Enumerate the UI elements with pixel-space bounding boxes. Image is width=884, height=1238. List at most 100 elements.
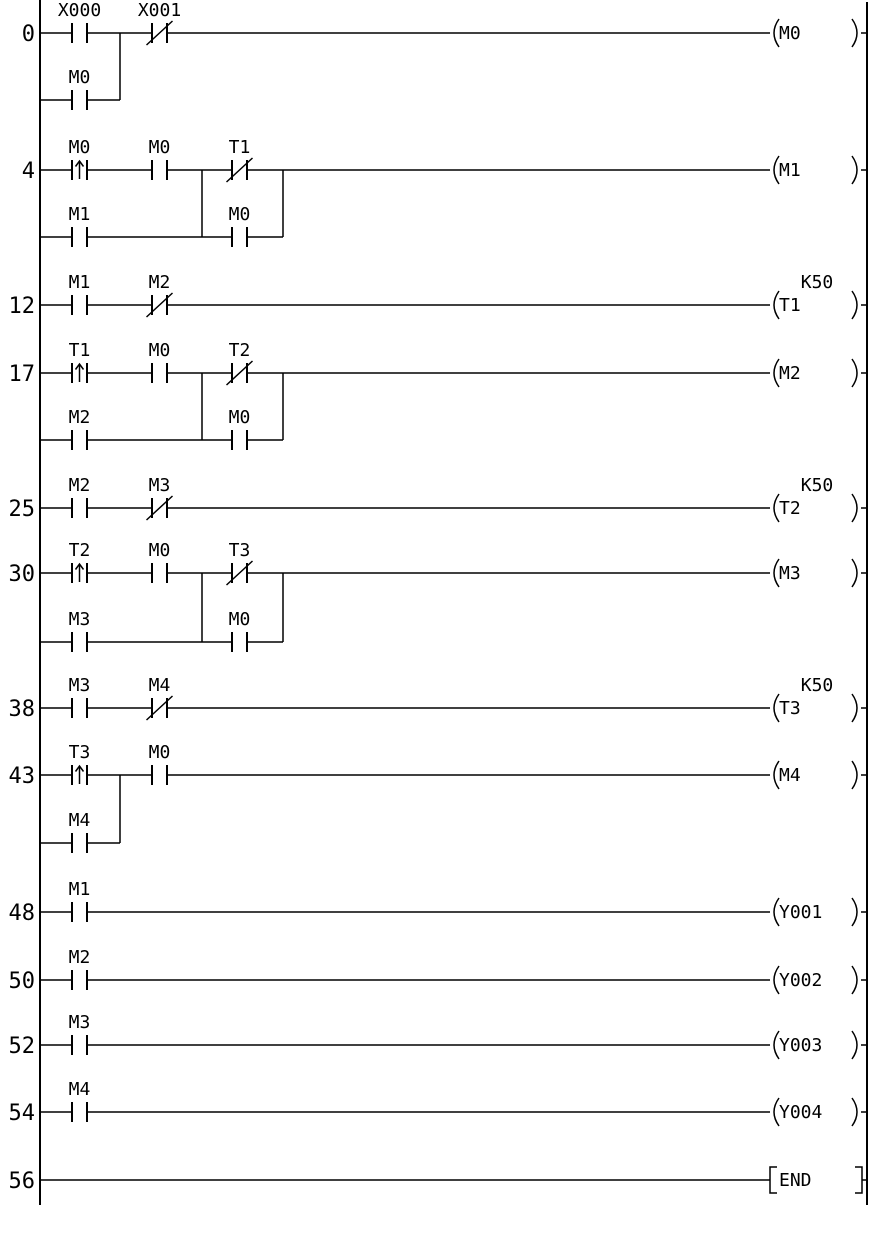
nc-slash <box>145 20 174 46</box>
coil-paren-close <box>851 18 858 48</box>
coil-paren-close <box>851 290 858 320</box>
contact-label: X001 <box>138 0 181 21</box>
contact-nc-T1[interactable]: T1 <box>225 137 254 183</box>
timer-constant-label: K50 <box>801 675 834 696</box>
coil-paren-close <box>851 358 858 388</box>
step-number: 56 <box>9 1169 36 1194</box>
nc-slash <box>225 360 254 386</box>
step-number: 25 <box>9 497 36 522</box>
contact-no-M3[interactable]: M3 <box>69 609 91 652</box>
contact-no-M0[interactable]: M0 <box>69 67 91 110</box>
coil-M3[interactable]: M3 <box>773 558 867 588</box>
step-number: 4 <box>22 159 35 184</box>
step-number: 52 <box>9 1034 36 1059</box>
coil-paren-open <box>773 18 780 48</box>
contact-nc-T3[interactable]: T3 <box>225 540 254 586</box>
step-number: 30 <box>9 562 36 587</box>
contact-label: T3 <box>69 742 91 763</box>
coil-paren-open <box>773 493 780 523</box>
step-number: 12 <box>9 294 36 319</box>
step-number: 50 <box>9 969 36 994</box>
coil-Y003[interactable]: Y003 <box>773 1030 867 1060</box>
coil-M1[interactable]: M1 <box>773 155 867 185</box>
contact-label: M0 <box>149 340 171 361</box>
coil-paren-close <box>851 1030 858 1060</box>
contact-no-M0[interactable]: M0 <box>149 137 171 180</box>
contact-nc-T2[interactable]: T2 <box>225 340 254 386</box>
rung-48: 48 M1 Y001 <box>9 879 867 927</box>
coil-label: Y001 <box>779 902 822 923</box>
contact-label: M0 <box>69 137 91 158</box>
contact-nc-M4[interactable]: M4 <box>145 675 174 721</box>
coil-label: M1 <box>779 160 801 181</box>
step-number: 38 <box>9 697 36 722</box>
step-number: 17 <box>9 362 36 387</box>
coil-END[interactable]: END <box>769 1166 867 1194</box>
contact-no-M1[interactable]: M1 <box>69 272 91 315</box>
coil-M2[interactable]: M2 <box>773 358 867 388</box>
contact-label: T3 <box>229 540 251 561</box>
coil-paren-open <box>773 897 780 927</box>
nc-slash <box>145 292 174 318</box>
coil-paren-close <box>851 558 858 588</box>
coil-paren-close <box>851 897 858 927</box>
nc-slash <box>225 560 254 586</box>
coil-Y001[interactable]: Y001 <box>773 897 867 927</box>
contact-pulse-M0[interactable]: M0 <box>69 137 91 180</box>
contact-nc-M3[interactable]: M3 <box>145 475 174 521</box>
rung-30: 30 T2 M0 T3 M3 M0 M3 <box>9 540 867 652</box>
contact-nc-X001[interactable]: X001 <box>138 0 181 46</box>
contact-no-M2[interactable]: M2 <box>69 407 91 450</box>
coil-Y002[interactable]: Y002 <box>773 965 867 995</box>
contact-label: M0 <box>149 742 171 763</box>
contact-no-M0[interactable]: M0 <box>149 742 171 785</box>
contact-nc-M2[interactable]: M2 <box>145 272 174 318</box>
contact-label: M1 <box>69 272 91 293</box>
contact-no-M0[interactable]: M0 <box>149 340 171 383</box>
contact-no-M0[interactable]: M0 <box>149 540 171 583</box>
coil-Y004[interactable]: Y004 <box>773 1097 867 1127</box>
contact-no-M0[interactable]: M0 <box>229 407 251 450</box>
coil-paren-close <box>851 493 858 523</box>
contact-no-M4[interactable]: M4 <box>69 810 91 853</box>
rung-43: 43 T3 M0 M4 M4 <box>9 742 867 853</box>
coil-paren-open <box>773 558 780 588</box>
coil-M0[interactable]: M0 <box>773 18 867 48</box>
contact-no-M1[interactable]: M1 <box>69 204 91 247</box>
coil-label: T2 <box>779 498 801 519</box>
contact-label: M0 <box>229 204 251 225</box>
contact-no-M1[interactable]: M1 <box>69 879 91 922</box>
contact-label: M0 <box>149 540 171 561</box>
step-number: 48 <box>9 901 36 926</box>
nc-slash <box>145 695 174 721</box>
contact-no-X000[interactable]: X000 <box>58 0 101 43</box>
contact-no-M2[interactable]: M2 <box>69 947 91 990</box>
contact-pulse-T1[interactable]: T1 <box>69 340 91 383</box>
contact-no-M0[interactable]: M0 <box>229 204 251 247</box>
pulse-arrow-head <box>74 764 85 772</box>
coil-label: M2 <box>779 363 801 384</box>
coil-label: M3 <box>779 563 801 584</box>
contact-no-M2[interactable]: M2 <box>69 475 91 518</box>
contact-no-M4[interactable]: M4 <box>69 1079 91 1122</box>
contact-pulse-T3[interactable]: T3 <box>69 742 91 785</box>
rung-4: 4 M0 M0 T1 M1 M0 M1 <box>22 137 867 247</box>
contact-label: T1 <box>229 137 251 158</box>
coil-M4[interactable]: M4 <box>773 760 867 790</box>
contact-no-M3[interactable]: M3 <box>69 1012 91 1055</box>
contact-label: M3 <box>149 475 171 496</box>
coil-label: Y003 <box>779 1035 822 1056</box>
rung-50: 50 M2 Y002 <box>9 947 867 995</box>
rung-54: 54 M4 Y004 <box>9 1079 867 1127</box>
contact-label: M4 <box>149 675 171 696</box>
contact-no-M0[interactable]: M0 <box>229 609 251 652</box>
contact-no-M3[interactable]: M3 <box>69 675 91 718</box>
contact-pulse-T2[interactable]: T2 <box>69 540 91 583</box>
coil-label: Y002 <box>779 970 822 991</box>
